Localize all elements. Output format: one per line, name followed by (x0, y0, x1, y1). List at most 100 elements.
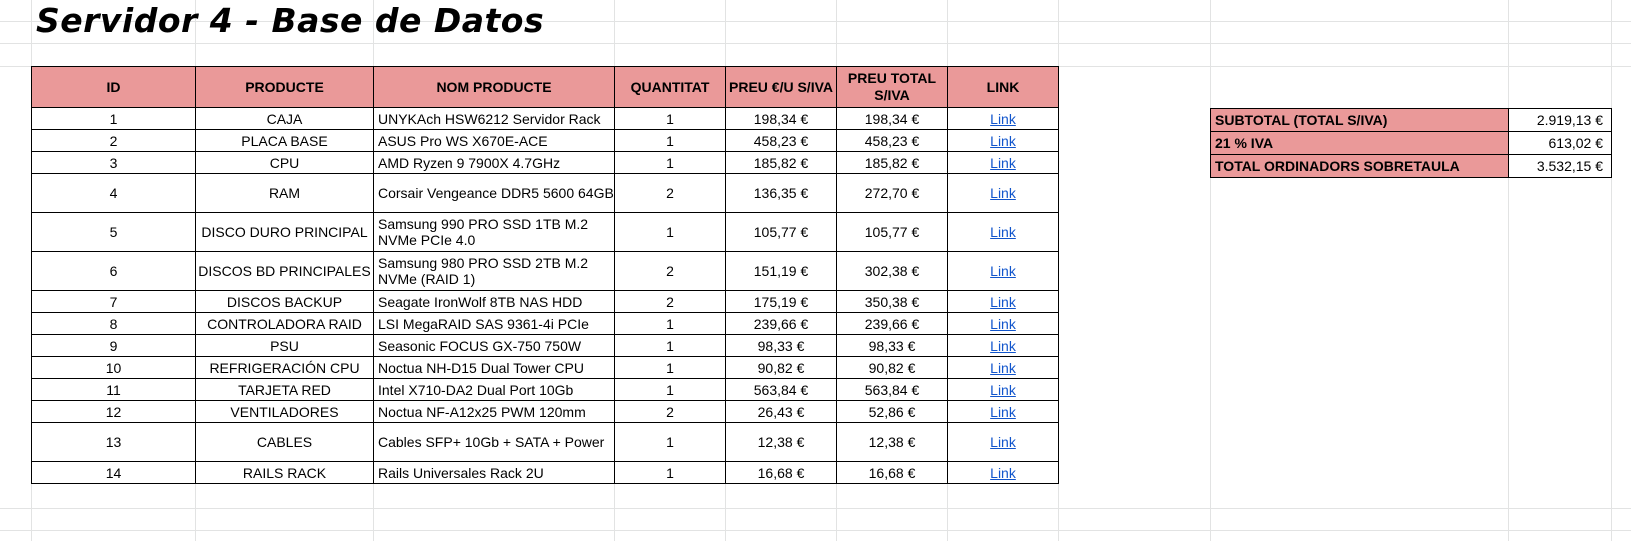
cell-producte[interactable]: DISCOS BD PRINCIPALES (195, 251, 374, 291)
cell-producte[interactable]: TARJETA RED (195, 378, 374, 401)
header-id[interactable]: ID (31, 66, 196, 108)
product-link[interactable]: Link (990, 110, 1016, 127)
cell-nom-producte[interactable]: ASUS Pro WS X670E-ACE (373, 129, 615, 152)
cell-producte[interactable]: DISCO DURO PRINCIPAL (195, 212, 374, 252)
cell-preu-unitari[interactable]: 151,19 € (725, 251, 837, 291)
product-link[interactable]: Link (990, 224, 1016, 240)
cell-producte[interactable]: CPU (195, 151, 374, 174)
product-link[interactable]: Link (990, 434, 1016, 450)
cell-link[interactable]: Link (947, 212, 1059, 252)
cell-nom-producte[interactable]: Cables SFP+ 10Gb + SATA + Power (373, 422, 615, 462)
cell-nom-producte[interactable]: Seasonic FOCUS GX-750 750W (373, 334, 615, 357)
cell-preu-unitari[interactable]: 90,82 € (725, 356, 837, 379)
cell-link[interactable]: Link (947, 334, 1059, 357)
product-link[interactable]: Link (990, 263, 1016, 279)
cell-producte[interactable]: CABLES (195, 422, 374, 462)
cell-nom-producte[interactable]: Rails Universales Rack 2U (373, 461, 615, 484)
cell-preu-total[interactable]: 272,70 € (836, 173, 948, 213)
cell-producte[interactable]: PLACA BASE (195, 129, 374, 152)
cell-id[interactable]: 12 (31, 400, 196, 423)
cell-quantitat[interactable]: 1 (614, 212, 726, 252)
header-nom-producte[interactable]: NOM PRODUCTE (373, 66, 615, 108)
summary-value[interactable]: 2.919,13 € (1508, 108, 1612, 132)
cell-producte[interactable]: VENTILADORES (195, 400, 374, 423)
cell-quantitat[interactable]: 1 (614, 356, 726, 379)
cell-producte[interactable]: DISCOS BACKUP (195, 290, 374, 313)
cell-preu-unitari[interactable]: 239,66 € (725, 312, 837, 335)
cell-id[interactable]: 8 (31, 312, 196, 335)
cell-quantitat[interactable]: 2 (614, 400, 726, 423)
product-link[interactable]: Link (990, 293, 1016, 310)
cell-link[interactable]: Link (947, 107, 1059, 130)
cell-preu-total[interactable]: 302,38 € (836, 251, 948, 291)
cell-preu-total[interactable]: 185,82 € (836, 151, 948, 174)
product-link[interactable]: Link (990, 185, 1016, 201)
header-preu-unitari[interactable]: PREU €/U S/IVA (725, 66, 837, 108)
cell-link[interactable]: Link (947, 400, 1059, 423)
cell-preu-total[interactable]: 563,84 € (836, 378, 948, 401)
cell-preu-unitari[interactable]: 175,19 € (725, 290, 837, 313)
cell-producte[interactable]: CAJA (195, 107, 374, 130)
cell-producte[interactable]: RAILS RACK (195, 461, 374, 484)
cell-quantitat[interactable]: 1 (614, 107, 726, 130)
product-link[interactable]: Link (990, 403, 1016, 420)
product-link[interactable]: Link (990, 337, 1016, 354)
cell-nom-producte[interactable]: Noctua NF-A12x25 PWM 120mm (373, 400, 615, 423)
cell-producte[interactable]: RAM (195, 173, 374, 213)
cell-link[interactable]: Link (947, 151, 1059, 174)
cell-quantitat[interactable]: 2 (614, 251, 726, 291)
cell-link[interactable]: Link (947, 422, 1059, 462)
summary-label[interactable]: SUBTOTAL (TOTAL S/IVA) (1210, 108, 1509, 132)
cell-nom-producte[interactable]: Intel X710-DA2 Dual Port 10Gb (373, 378, 615, 401)
cell-preu-total[interactable]: 12,38 € (836, 422, 948, 462)
header-producte[interactable]: PRODUCTE (195, 66, 374, 108)
cell-nom-producte[interactable]: Samsung 990 PRO SSD 1TB M.2 NVMe PCIe 4.… (373, 212, 615, 252)
cell-quantitat[interactable]: 1 (614, 334, 726, 357)
cell-quantitat[interactable]: 1 (614, 422, 726, 462)
cell-preu-total[interactable]: 105,77 € (836, 212, 948, 252)
cell-nom-producte[interactable]: Samsung 980 PRO SSD 2TB M.2 NVMe (RAID 1… (373, 251, 615, 291)
product-link[interactable]: Link (990, 132, 1016, 149)
header-preu-total[interactable]: PREU TOTAL S/IVA (836, 66, 948, 108)
cell-preu-unitari[interactable]: 563,84 € (725, 378, 837, 401)
cell-id[interactable]: 3 (31, 151, 196, 174)
cell-link[interactable]: Link (947, 356, 1059, 379)
product-link[interactable]: Link (990, 359, 1016, 376)
cell-quantitat[interactable]: 1 (614, 312, 726, 335)
cell-id[interactable]: 10 (31, 356, 196, 379)
summary-label[interactable]: TOTAL ORDINADORS SOBRETAULA (1210, 154, 1509, 178)
cell-nom-producte[interactable]: LSI MegaRAID SAS 9361-4i PCIe (373, 312, 615, 335)
cell-nom-producte[interactable]: Corsair Vengeance DDR5 5600 64GB (373, 173, 615, 213)
cell-preu-unitari[interactable]: 198,34 € (725, 107, 837, 130)
cell-id[interactable]: 5 (31, 212, 196, 252)
product-link[interactable]: Link (990, 154, 1016, 171)
cell-id[interactable]: 6 (31, 251, 196, 291)
cell-preu-unitari[interactable]: 26,43 € (725, 400, 837, 423)
cell-preu-unitari[interactable]: 16,68 € (725, 461, 837, 484)
cell-nom-producte[interactable]: AMD Ryzen 9 7900X 4.7GHz (373, 151, 615, 174)
cell-quantitat[interactable]: 2 (614, 290, 726, 313)
cell-id[interactable]: 1 (31, 107, 196, 130)
product-link[interactable]: Link (990, 315, 1016, 332)
cell-preu-unitari[interactable]: 458,23 € (725, 129, 837, 152)
cell-preu-total[interactable]: 350,38 € (836, 290, 948, 313)
cell-nom-producte[interactable]: UNYKAch HSW6212 Servidor Rack (373, 107, 615, 130)
cell-link[interactable]: Link (947, 129, 1059, 152)
cell-preu-unitari[interactable]: 105,77 € (725, 212, 837, 252)
cell-link[interactable]: Link (947, 251, 1059, 291)
cell-id[interactable]: 11 (31, 378, 196, 401)
cell-preu-unitari[interactable]: 185,82 € (725, 151, 837, 174)
header-quantitat[interactable]: QUANTITAT (614, 66, 726, 108)
cell-preu-total[interactable]: 458,23 € (836, 129, 948, 152)
cell-link[interactable]: Link (947, 173, 1059, 213)
cell-nom-producte[interactable]: Noctua NH-D15 Dual Tower CPU (373, 356, 615, 379)
cell-preu-total[interactable]: 98,33 € (836, 334, 948, 357)
cell-link[interactable]: Link (947, 378, 1059, 401)
cell-quantitat[interactable]: 2 (614, 173, 726, 213)
cell-producte[interactable]: REFRIGERACIÓN CPU (195, 356, 374, 379)
cell-quantitat[interactable]: 1 (614, 378, 726, 401)
cell-id[interactable]: 9 (31, 334, 196, 357)
cell-link[interactable]: Link (947, 461, 1059, 484)
product-link[interactable]: Link (990, 464, 1016, 481)
cell-id[interactable]: 14 (31, 461, 196, 484)
